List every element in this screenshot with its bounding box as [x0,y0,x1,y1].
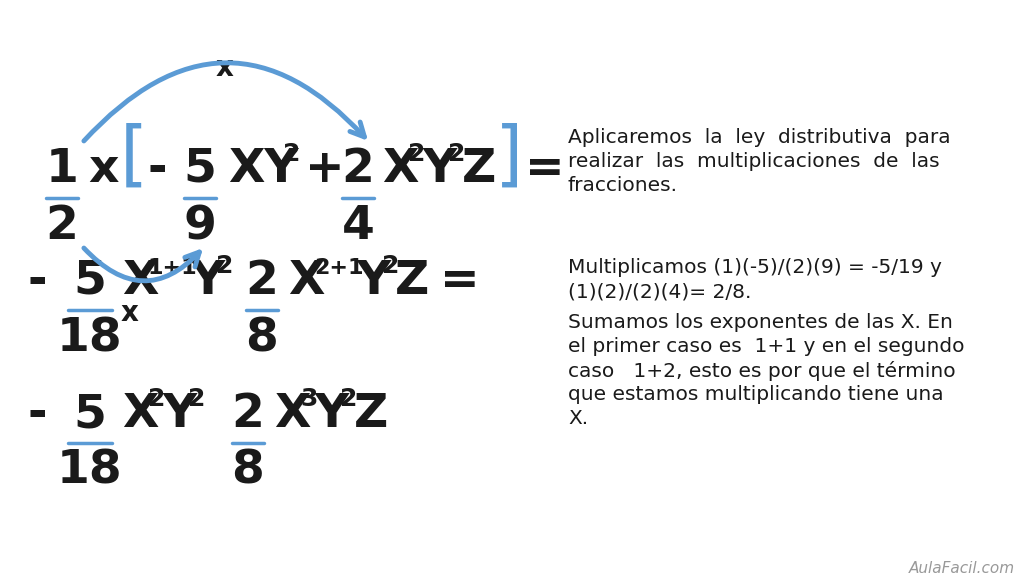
Text: Z: Z [462,147,497,192]
Text: 18: 18 [57,449,123,494]
Text: Y: Y [422,147,456,192]
FancyArrowPatch shape [84,63,365,141]
Text: 18: 18 [57,316,123,361]
Text: 3: 3 [300,387,317,411]
Text: 2: 2 [382,254,399,278]
Text: -: - [28,259,48,304]
Text: X: X [122,392,159,437]
Text: =: = [440,259,479,304]
Text: 1: 1 [45,147,79,192]
Text: Z: Z [354,392,388,437]
Text: 2: 2 [449,142,465,166]
Text: (1)(2)/(2)(4)= 2/8.: (1)(2)/(2)(4)= 2/8. [568,282,752,301]
Text: Sumamos los exponentes de las X. En: Sumamos los exponentes de las X. En [568,313,953,332]
Text: +: + [305,147,345,192]
Text: x: x [121,299,139,327]
Text: Y: Y [162,392,197,437]
Text: AulaFacil.com: AulaFacil.com [909,561,1015,576]
Text: fracciones.: fracciones. [568,176,678,195]
Text: x: x [88,147,119,192]
Text: X: X [274,392,310,437]
Text: -: - [28,392,48,437]
Text: 2: 2 [340,387,357,411]
Text: 5: 5 [74,259,106,304]
Text: caso   1+2, esto es por que el término: caso 1+2, esto es por que el término [568,361,955,381]
Text: -: - [148,147,168,192]
Text: 8: 8 [246,316,279,361]
Text: Z: Z [395,259,429,304]
Text: 2: 2 [246,259,279,304]
Text: 2: 2 [45,204,79,249]
Text: 5: 5 [74,392,106,437]
Text: X: X [122,259,159,304]
Text: 2: 2 [148,387,165,411]
Text: 2: 2 [283,142,300,166]
Text: XY: XY [228,147,299,192]
Text: X: X [382,147,419,192]
Text: 5: 5 [183,147,216,192]
Text: Y: Y [356,259,390,304]
Text: 1+1: 1+1 [148,258,198,278]
Text: 2: 2 [408,142,425,166]
Text: X.: X. [568,409,588,428]
Text: Aplicaremos  la  ley  distributiva  para: Aplicaremos la ley distributiva para [568,128,950,147]
Text: ]: ] [495,123,523,192]
Text: =: = [525,147,564,192]
Text: 8: 8 [231,449,264,494]
Text: Y: Y [190,259,224,304]
Text: 2: 2 [216,254,233,278]
Text: 9: 9 [183,204,216,249]
Text: X: X [288,259,325,304]
Text: que estamos multiplicando tiene una: que estamos multiplicando tiene una [568,385,944,404]
FancyArrowPatch shape [84,248,200,281]
Text: 2: 2 [342,147,375,192]
Text: x: x [216,54,233,82]
Text: [: [ [120,123,148,192]
Text: 2: 2 [188,387,206,411]
Text: Multiplicamos (1)(-5)/(2)(9) = -5/19 y: Multiplicamos (1)(-5)/(2)(9) = -5/19 y [568,258,942,277]
Text: 2: 2 [231,392,264,437]
Text: realizar  las  multiplicaciones  de  las: realizar las multiplicaciones de las [568,152,940,171]
Text: Y: Y [314,392,348,437]
Text: el primer caso es  1+1 y en el segundo: el primer caso es 1+1 y en el segundo [568,337,965,356]
Text: 2+1: 2+1 [314,258,364,278]
Text: 4: 4 [342,204,375,249]
